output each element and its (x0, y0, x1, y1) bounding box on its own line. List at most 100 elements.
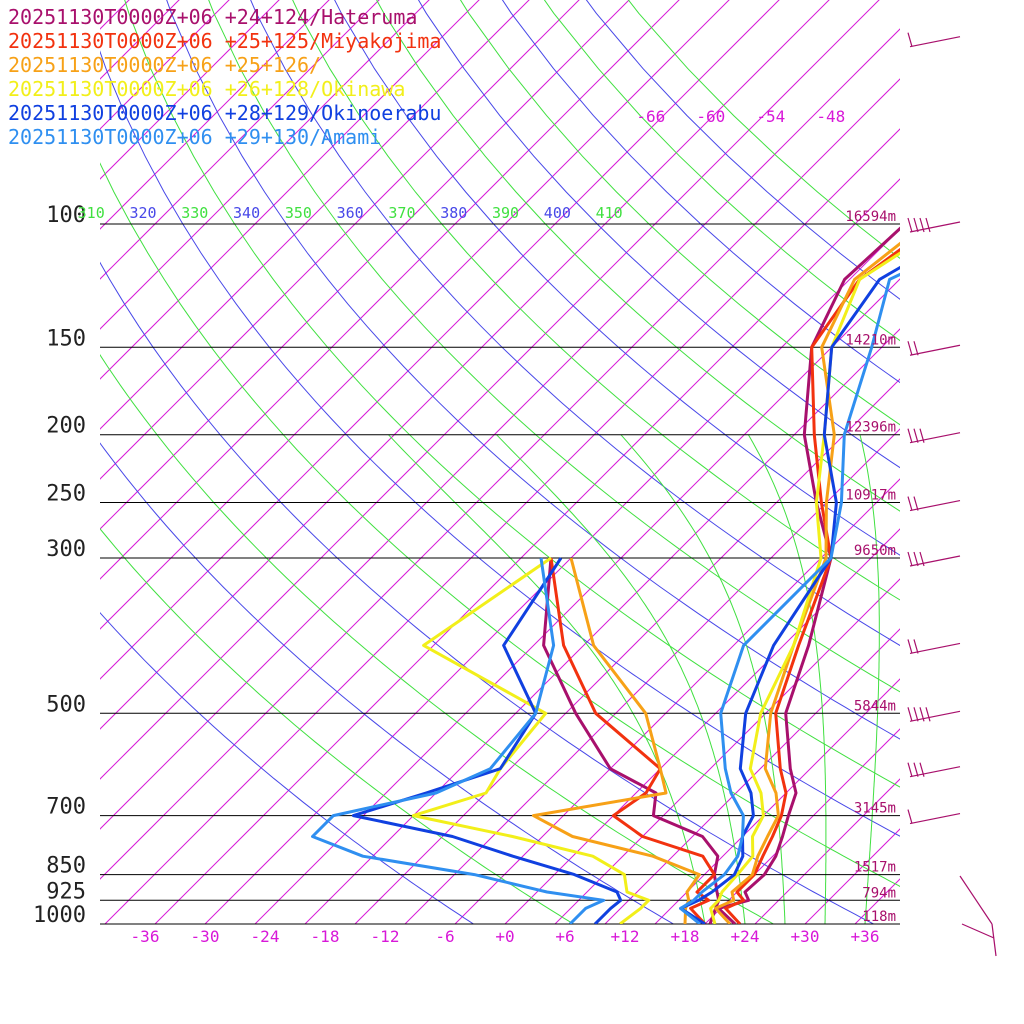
wind-barb-staff (909, 766, 961, 778)
height-label-200: 12396m (845, 420, 896, 436)
wind-barb-staff (909, 36, 961, 48)
isotherm-line (254, 278, 900, 924)
isotherm-line (804, 828, 900, 924)
legend-entry-3: 20251130T0000Z+06 +25+126/ (8, 53, 321, 77)
upper-temp-label: -48 (816, 107, 845, 126)
isotherm-grid (100, 0, 1024, 924)
pressure-label-200: 200 (46, 414, 86, 439)
theta-label: 320 (129, 204, 156, 222)
isotherm-line (100, 0, 580, 480)
wind-barb-feather (907, 707, 913, 722)
wind-barb-feather (907, 341, 913, 356)
theta-label: 400 (544, 204, 571, 222)
wind-barb-staff (959, 875, 993, 925)
temperature-profile-1 (717, 226, 900, 924)
wind-barbs (907, 32, 997, 957)
wind-barb-feather (913, 762, 919, 777)
isotherm-line (100, 0, 480, 380)
dry-adiabat-line (100, 611, 474, 924)
wind-barb-feather (961, 923, 995, 939)
moist-adiabat-line (388, 434, 706, 924)
wind-barb-feather (925, 217, 931, 233)
wind-barb-feather (907, 217, 913, 233)
isotherm-line (100, 0, 730, 630)
moist-adiabat-line (859, 434, 880, 924)
pressure-label-925: 925 (46, 879, 86, 904)
moist-adiabat-line (496, 434, 746, 924)
theta-label: 390 (492, 204, 519, 222)
height-label-250: 10917m (845, 488, 896, 504)
height-label-925: 794m (862, 885, 896, 901)
pressure-label-850: 850 (46, 854, 86, 879)
temp-tick-label: -12 (371, 927, 400, 946)
isotherm-line (204, 228, 900, 924)
wind-barb-staff (909, 432, 961, 444)
isotherm-line (104, 128, 900, 924)
dewpoint-profile-1 (542, 557, 721, 924)
wind-barb-feather (919, 551, 925, 567)
isotherm-line (304, 328, 900, 924)
temp-tick-label: +24 (731, 927, 760, 946)
isotherm-line (100, 0, 530, 430)
temperature-profile-3 (714, 241, 900, 924)
isotherm-line (100, 0, 630, 530)
wind-barb-feather (907, 496, 913, 511)
wind-barb-staff (909, 642, 961, 655)
wind-barb-feather (919, 707, 925, 722)
wind-barb-feather (907, 551, 913, 567)
wind-barb-feather (913, 707, 919, 722)
wind-barb-feather (907, 32, 913, 47)
height-label-100: 16594m (845, 209, 896, 225)
theta-label: 360 (337, 204, 364, 222)
isotherm-line (100, 0, 330, 230)
legend-entry-1: 20251130T0000Z+06 +24+124/Hateruma (8, 5, 417, 29)
moist-adiabat-line (620, 434, 786, 924)
isotherm-line (100, 0, 380, 280)
isotherm-line (100, 0, 680, 580)
isotherm-line (554, 578, 900, 924)
pressure-label-300: 300 (46, 537, 86, 562)
wind-barb-feather (907, 809, 913, 824)
wind-barb-staff (909, 710, 961, 722)
pressure-label-1000: 1000 (33, 903, 86, 928)
temp-tick-label: +18 (671, 927, 700, 946)
pressure-label-100: 100 (46, 203, 86, 228)
wind-barb-feather (919, 762, 925, 777)
dry-adiabat-line (543, 0, 900, 342)
isotherm-line (100, 0, 280, 180)
wind-barb-staff (909, 499, 961, 512)
theta-label: 350 (285, 204, 312, 222)
wind-barb-feather (925, 707, 931, 722)
isotherm-line (100, 0, 430, 330)
isotherm-line (404, 428, 900, 924)
height-label-1000: 118m (862, 909, 896, 925)
wind-barb-feather (913, 496, 919, 511)
isotherm-line (955, 0, 1024, 924)
height-label-150: 14210m (845, 332, 896, 348)
moist-adiabat-line (747, 434, 827, 924)
pressure-label-700: 700 (46, 795, 86, 820)
wind-barb-feather (907, 762, 913, 777)
isotherm-line (1005, 0, 1024, 924)
theta-label: 380 (440, 204, 467, 222)
upper-temp-label: -66 (636, 107, 665, 126)
temp-tick-label: +30 (791, 927, 820, 946)
theta-label: 340 (233, 204, 260, 222)
temperature-profile-5 (679, 265, 900, 924)
pressure-label-500: 500 (46, 692, 86, 717)
wind-barb-feather (913, 428, 919, 443)
isotherm-line (604, 628, 900, 924)
dry-adiabat-line (459, 0, 900, 426)
isotherm-line (354, 378, 900, 924)
wind-barb-staff (909, 555, 961, 567)
isobar-lines (100, 223, 900, 925)
upper-temp-label: -60 (696, 107, 725, 126)
temp-tick-label: -36 (131, 927, 160, 946)
isotherm-line (654, 678, 900, 924)
theta-label: 410 (596, 204, 623, 222)
wind-barb-feather (919, 217, 925, 233)
temperature-profile-2 (724, 247, 900, 924)
isotherm-line (905, 0, 1024, 924)
